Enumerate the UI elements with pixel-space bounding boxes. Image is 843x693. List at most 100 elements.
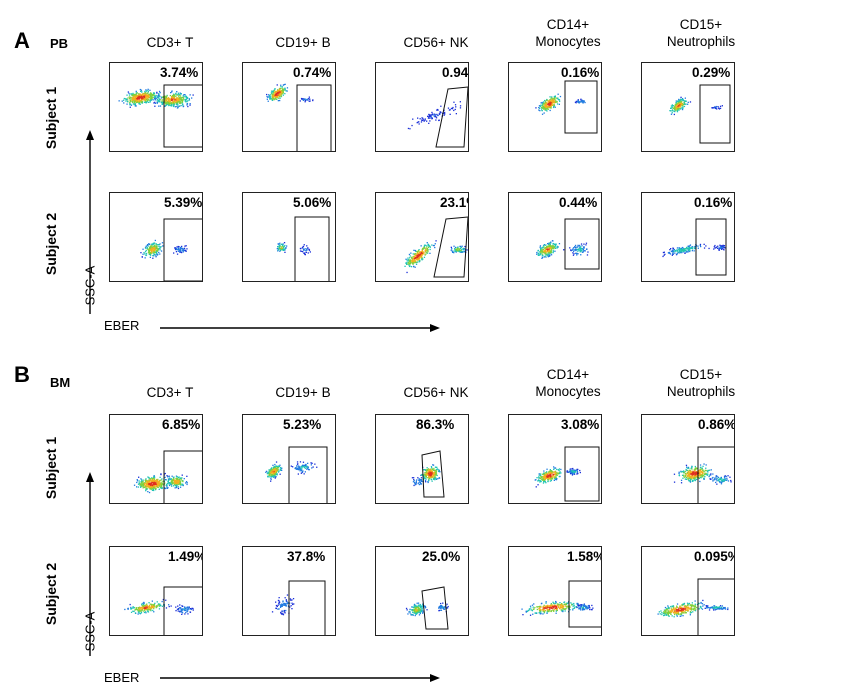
event-dot <box>157 605 159 607</box>
event-dot <box>181 247 183 249</box>
event-dot <box>433 476 435 479</box>
event-dot <box>185 607 187 609</box>
event-dot <box>274 468 276 470</box>
event-dot <box>420 605 422 607</box>
event-dot <box>159 92 161 94</box>
event-dot <box>429 471 431 473</box>
event-dot <box>177 487 180 490</box>
event-dot <box>140 90 142 92</box>
event-dot <box>180 609 182 611</box>
event-dot <box>182 104 184 106</box>
event-dot <box>425 248 427 250</box>
event-dot <box>141 256 143 258</box>
event-dot <box>544 246 547 249</box>
event-dot <box>168 97 170 99</box>
event-dot <box>304 252 306 254</box>
event-dot <box>675 250 677 252</box>
event-dot <box>701 476 704 478</box>
event-dot <box>283 248 285 250</box>
event-dot <box>678 109 680 111</box>
event-dot <box>694 468 697 470</box>
event-dot <box>158 480 161 482</box>
event-dot <box>157 94 159 97</box>
event-dot <box>542 246 544 248</box>
event-dot <box>434 469 436 471</box>
event-dot <box>140 479 143 481</box>
event-dot <box>279 464 281 466</box>
event-dot <box>280 604 282 606</box>
event-dot <box>149 89 151 91</box>
event-dot <box>129 603 131 606</box>
event-dot <box>552 106 555 109</box>
event-dot <box>310 462 312 464</box>
event-dot <box>276 465 278 467</box>
event-dot <box>425 474 428 477</box>
event-dot <box>730 479 732 482</box>
event-dot <box>181 605 183 607</box>
event-dot <box>283 602 286 605</box>
event-dot <box>175 479 177 481</box>
event-dot <box>544 108 546 110</box>
event-dot <box>412 118 414 120</box>
event-dot <box>547 104 550 106</box>
event-dot <box>434 113 436 116</box>
event-dot <box>580 254 582 256</box>
event-dot <box>284 244 286 247</box>
event-dot <box>161 100 163 102</box>
event-dot <box>429 120 431 122</box>
event-dot <box>687 247 689 249</box>
event-dot <box>152 484 154 487</box>
event-dot <box>150 608 152 610</box>
event-dot <box>304 467 306 469</box>
event-dot <box>689 469 691 472</box>
event-dot <box>579 248 581 250</box>
event-dot <box>440 605 442 607</box>
event-dot <box>270 469 272 471</box>
event-dot <box>154 95 156 97</box>
event-dot <box>714 244 716 247</box>
event-dot <box>303 473 305 475</box>
event-dot <box>715 481 717 484</box>
event-dot <box>156 100 158 102</box>
event-dot <box>706 474 708 476</box>
event-dot <box>541 257 543 259</box>
event-dot <box>700 468 702 470</box>
event-dot <box>545 476 547 478</box>
event-dot <box>145 605 147 607</box>
event-dot <box>308 96 310 98</box>
event-dot <box>418 605 420 607</box>
event-dot <box>537 253 540 255</box>
event-dot <box>428 471 430 473</box>
event-dot <box>152 483 155 485</box>
event-dot <box>412 263 414 265</box>
event-dot <box>147 88 149 90</box>
event-dot <box>172 478 174 481</box>
event-dot <box>150 482 152 484</box>
event-dot <box>128 92 130 95</box>
event-dot <box>578 249 581 251</box>
event-dot <box>126 103 128 105</box>
event-dot <box>427 474 429 476</box>
event-dot <box>455 248 457 251</box>
event-dot <box>693 250 695 252</box>
event-dot <box>421 604 424 606</box>
event-dot <box>553 98 555 100</box>
event-dot <box>152 606 154 608</box>
event-dot <box>693 473 695 476</box>
event-dot <box>428 114 431 116</box>
event-dot <box>282 245 284 247</box>
event-dot <box>169 99 172 101</box>
event-dot <box>539 481 541 483</box>
event-dot <box>144 253 146 255</box>
event-dot <box>577 472 579 475</box>
event-dot <box>173 252 175 254</box>
event-dot <box>316 466 318 468</box>
event-dot <box>685 103 687 105</box>
event-dot <box>553 103 555 106</box>
event-dot <box>691 246 693 248</box>
event-dot <box>672 105 674 107</box>
event-dot <box>545 108 547 111</box>
event-dot <box>147 101 150 103</box>
event-dot <box>173 102 175 104</box>
event-dot <box>133 607 135 609</box>
